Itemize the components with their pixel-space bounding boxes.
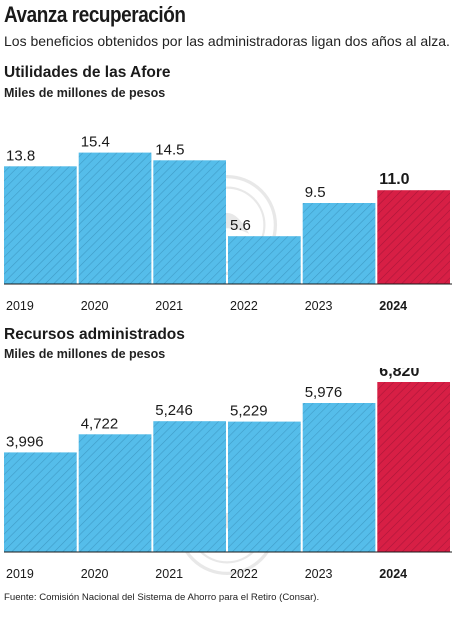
chart-2-value-label-2024: 6,820 <box>379 368 419 380</box>
chart-1-category-label-2020: 2020 <box>81 299 109 313</box>
chart-2-bar-2021 <box>153 421 226 552</box>
chart-2-category-label-2020: 2020 <box>81 567 109 580</box>
chart-1-bar-2022 <box>228 236 301 284</box>
chart-1-bar-2024 <box>377 190 450 284</box>
chart-1-category-label-2019: 2019 <box>6 299 34 313</box>
chart-2-value-label-2023: 5,976 <box>305 384 343 401</box>
chart-2-category-label-2021: 2021 <box>155 567 183 580</box>
chart-1-category-label-2023: 2023 <box>305 299 333 313</box>
chart-1-svg: 13.8 2019 15.4 2020 14.5 2021 5.6 2022 9.5 2023 11… <box>4 134 452 313</box>
chart-1-unit: Miles de millones de pesos <box>4 86 166 100</box>
chart-2-category-label-2022: 2022 <box>230 567 258 580</box>
chart-1-value-label-2022: 5.6 <box>230 217 251 234</box>
page-title: Avanza recuperación <box>4 2 186 27</box>
source-note: Fuente: Comisión Nacional del Sistema de… <box>4 592 320 603</box>
page-subtitle: Los beneficios obtenidos por las adminis… <box>4 33 450 49</box>
chart-2-value-label-2019: 3,996 <box>6 433 44 450</box>
chart-2-category-label-2023: 2023 <box>305 567 333 580</box>
chart-2-title: Recursos administrados <box>4 326 185 343</box>
chart-1-category-label-2022: 2022 <box>230 299 258 313</box>
chart-2-unit: Miles de millones de pesos <box>4 347 166 361</box>
chart-2-value-label-2021: 5,246 <box>155 402 193 419</box>
chart-1-category-label-2021: 2021 <box>155 299 183 313</box>
chart-1-value-label-2019: 13.8 <box>6 147 35 164</box>
chart-2-bar-2019 <box>4 452 77 552</box>
chart-1-value-label-2020: 15.4 <box>81 134 110 151</box>
chart-1-value-label-2023: 9.5 <box>305 184 326 201</box>
chart-1-bar-2021 <box>153 160 226 284</box>
chart-1-value-label-2021: 14.5 <box>155 141 184 158</box>
chart-2-value-label-2020: 4,722 <box>81 415 119 432</box>
chart-1-bar-2023 <box>302 203 376 284</box>
chart-2-svg: 3,996 2019 4,722 2020 5,246 2021 5,229 2022 5,97… <box>4 368 452 580</box>
chart-2-category-label-2019: 2019 <box>6 567 34 580</box>
chart-1-category-label-2024: 2024 <box>379 299 407 313</box>
chart-2-value-label-2022: 5,229 <box>230 403 268 420</box>
chart-1-title: Utilidades de las Afore <box>4 64 171 81</box>
chart-2-bar-2022 <box>228 421 301 552</box>
chart-1-bar-2020 <box>78 152 152 284</box>
chart-2-bar-2023 <box>302 403 376 552</box>
chart-2-bar-2020 <box>78 434 152 552</box>
chart-1-value-label-2024: 11.0 <box>379 171 409 188</box>
chart-2-bar-2024 <box>377 382 450 552</box>
chart-2-category-label-2024: 2024 <box>379 567 407 580</box>
chart-1-bar-2019 <box>4 166 77 284</box>
